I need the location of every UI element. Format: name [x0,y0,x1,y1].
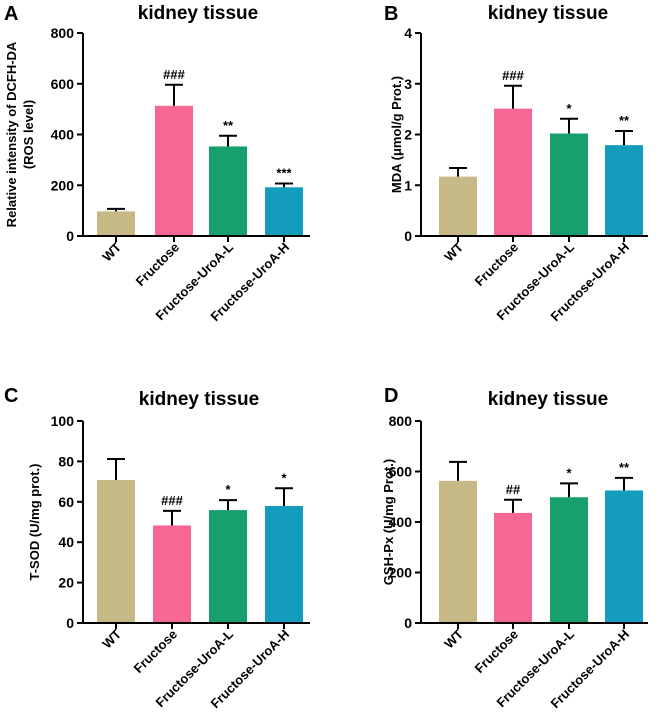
significance-fructose-uroa-h: ** [619,460,630,475]
y-tick-label: 0 [66,228,74,244]
bar-wt [439,480,477,623]
y-axis-label: MDA (μmol/g Prot.) [389,76,404,193]
chart-title: kidney tissue [488,389,608,410]
bar-fructose [494,512,532,623]
error-bar-fructose-uroa-l [560,117,578,134]
y-tick-label: 0 [404,615,412,631]
significance-fructose-uroa-l: ** [223,118,234,133]
y-tick-label: 60 [58,494,74,510]
y-tick-label: 0 [66,615,74,631]
bar-fructose-uroa-l [209,146,247,236]
y-tick-label: 4 [404,25,412,41]
bar-wt [97,211,135,236]
y-tick-label: 40 [58,534,74,550]
category-label-wt: WT [441,626,466,651]
bar-fructose-uroa-h [265,506,303,623]
significance-fructose-uroa-h: *** [276,165,292,180]
y-axis-label: T-SOD (U/mg prot.) [27,464,42,581]
bar-wt [97,479,135,623]
error-bar-fructose-uroa-l [560,482,578,498]
error-bar-fructose-uroa-h [275,182,293,188]
y-tick-label: 200 [51,177,75,193]
y-tick-label: 400 [389,514,413,530]
y-tick-label: 800 [51,25,75,41]
y-tick-label: 800 [389,413,413,429]
chart-title: kidney tissue [138,3,258,24]
significance-fructose-uroa-l: * [566,465,572,480]
chart-title: kidney tissue [488,3,608,24]
error-bar-wt [107,457,125,480]
y-tick-label: 400 [51,127,75,143]
significance-fructose-uroa-h: ** [619,113,630,128]
y-axis-label: GSH-Px (U/mg Prot.) [381,459,396,585]
bar-fructose [155,105,193,236]
bar-fructose-uroa-l [550,497,588,623]
y-tick-label: 200 [389,565,413,581]
category-label-fructose: Fructose [472,627,521,676]
bar-fructose-uroa-h [265,187,303,236]
error-bar-fructose [165,83,183,106]
bar-wt [439,176,477,236]
error-bar-fructose [504,84,522,109]
y-axis-label: (ROS level) [21,100,36,169]
y-tick-label: 600 [389,464,413,480]
panel-letter: A [4,3,18,25]
significance-fructose: ## [506,482,521,497]
bar-fructose-uroa-h [605,490,643,623]
error-bar-fructose [504,498,522,513]
y-tick-label: 100 [51,413,75,429]
y-tick-label: 0 [404,228,412,244]
error-bar-fructose-uroa-l [219,499,237,511]
bar-fructose [494,108,532,236]
chart-title: kidney tissue [139,389,259,410]
significance-fructose: ### [502,68,524,83]
y-axis-label: Relative intensity of DCFH-DA [4,41,19,227]
significance-fructose-uroa-h: * [281,470,287,485]
error-bar-fructose-uroa-h [615,129,633,146]
y-tick-label: 2 [404,127,412,143]
y-tick-label: 1 [404,177,412,193]
error-bar-fructose-uroa-l [219,134,237,147]
significance-fructose: ### [163,67,185,82]
y-tick-label: 600 [51,76,75,92]
significance-fructose-uroa-l: * [225,482,231,497]
bar-fructose-uroa-l [550,133,588,236]
error-bar-fructose-uroa-h [615,476,633,491]
error-bar-wt [449,166,467,177]
error-bar-wt [107,207,125,212]
significance-fructose: ### [161,493,183,508]
y-tick-label: 3 [404,76,412,92]
panel-letter: D [384,385,398,407]
bar-fructose-uroa-l [209,510,247,623]
panel-letter: B [384,3,398,25]
significance-fructose-uroa-l: * [566,101,572,116]
y-tick-label: 20 [58,575,74,591]
bar-fructose-uroa-h [605,145,643,236]
error-bar-wt [449,460,467,481]
error-bar-fructose [163,509,181,526]
y-tick-label: 80 [58,453,74,469]
bar-fructose [153,525,191,623]
panel-letter: C [4,385,18,407]
error-bar-fructose-uroa-h [275,487,293,507]
